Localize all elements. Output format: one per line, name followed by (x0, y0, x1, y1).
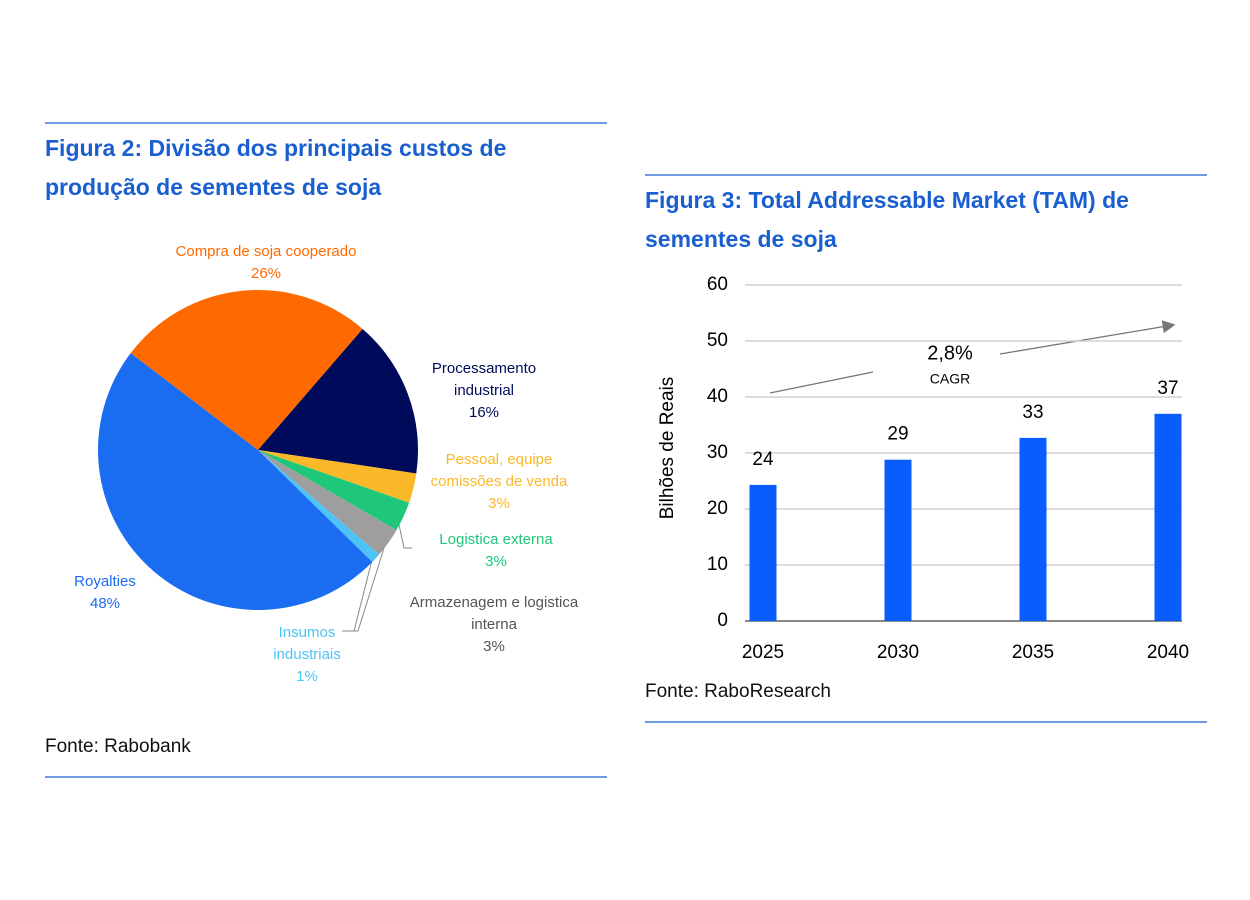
bar (749, 484, 777, 621)
category-label: Royalties (74, 573, 136, 590)
value-label: 24 (752, 449, 774, 470)
cagr-arrow (999, 320, 1176, 355)
y-axis-label: Bilhões de Reais (657, 377, 678, 520)
category-label: Armazenagem e logistica interna (409, 594, 579, 633)
slice-label: Processamento industrial 16% (419, 358, 549, 424)
y-tick-label: 10 (707, 554, 728, 575)
y-tick-label: 60 (707, 274, 728, 295)
slice-label: Pessoal, equipe comissões de venda 3% (414, 449, 584, 515)
chart-title: Figura 3: Total Addressable Market (TAM)… (645, 187, 1129, 252)
value-label: 33 (1022, 402, 1043, 423)
pie-slice (258, 450, 397, 555)
annotation: 2,8% (927, 342, 973, 364)
pie-slice (130, 289, 363, 450)
source: Fonte: RaboResearch (645, 681, 831, 702)
slice-label: Royalties 48% (55, 571, 155, 615)
source: Fonte: Rabobank (45, 736, 191, 757)
y-tick-label: 40 (707, 386, 728, 407)
category-label: Insumos industriais (273, 624, 341, 663)
slice-label: Insumos industriais 1% (257, 622, 357, 688)
x-tick-label: 2040 (1147, 642, 1189, 663)
pie-slice (258, 450, 410, 531)
category-label: Processamento industrial (431, 360, 537, 399)
category-label: Logistica externa (439, 531, 553, 548)
value-label: 1% (296, 668, 318, 685)
pie-slice (97, 353, 373, 611)
y-tick-label: 30 (707, 442, 728, 463)
category-label: Compra de soja cooperado (175, 243, 357, 260)
pie-slice (258, 450, 417, 503)
bar (1019, 437, 1047, 621)
value-label: 3% (485, 553, 507, 570)
value-label: 3% (483, 638, 505, 655)
annotation: CAGR (930, 371, 970, 387)
bar (884, 459, 912, 621)
pie-slice (258, 328, 419, 474)
slice-label: Logistica externa 3% (426, 529, 566, 573)
value-label: 26% (250, 265, 282, 282)
x-tick-label: 2025 (742, 642, 784, 663)
cagr-arrow (769, 371, 874, 394)
y-tick-label: 50 (707, 330, 728, 351)
slice-label: Compra de soja cooperado 26% (136, 241, 396, 285)
y-tick-label: 0 (717, 610, 728, 631)
category-label: Pessoal, equipe comissões de venda (430, 451, 568, 490)
value-label: 48% (89, 595, 121, 612)
x-tick-label: 2030 (877, 642, 919, 663)
value-label: 16% (468, 404, 500, 421)
value-label: 3% (488, 495, 510, 512)
value-label: 29 (887, 424, 908, 445)
leader-line (397, 519, 412, 549)
y-tick-label: 20 (707, 498, 728, 519)
slice-label: Armazenagem e logistica interna 3% (394, 592, 594, 658)
bar (1154, 413, 1182, 621)
pie-slice (258, 450, 380, 563)
value-label: 37 (1157, 378, 1178, 399)
x-tick-label: 2035 (1012, 642, 1054, 663)
leader-line (342, 555, 374, 632)
chart-title: Figura 2: Divisão dos principais custos … (45, 135, 507, 200)
